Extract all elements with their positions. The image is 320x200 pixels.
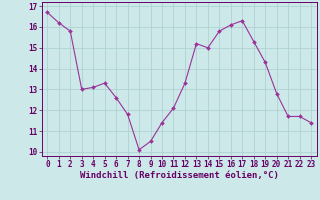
X-axis label: Windchill (Refroidissement éolien,°C): Windchill (Refroidissement éolien,°C): [80, 171, 279, 180]
